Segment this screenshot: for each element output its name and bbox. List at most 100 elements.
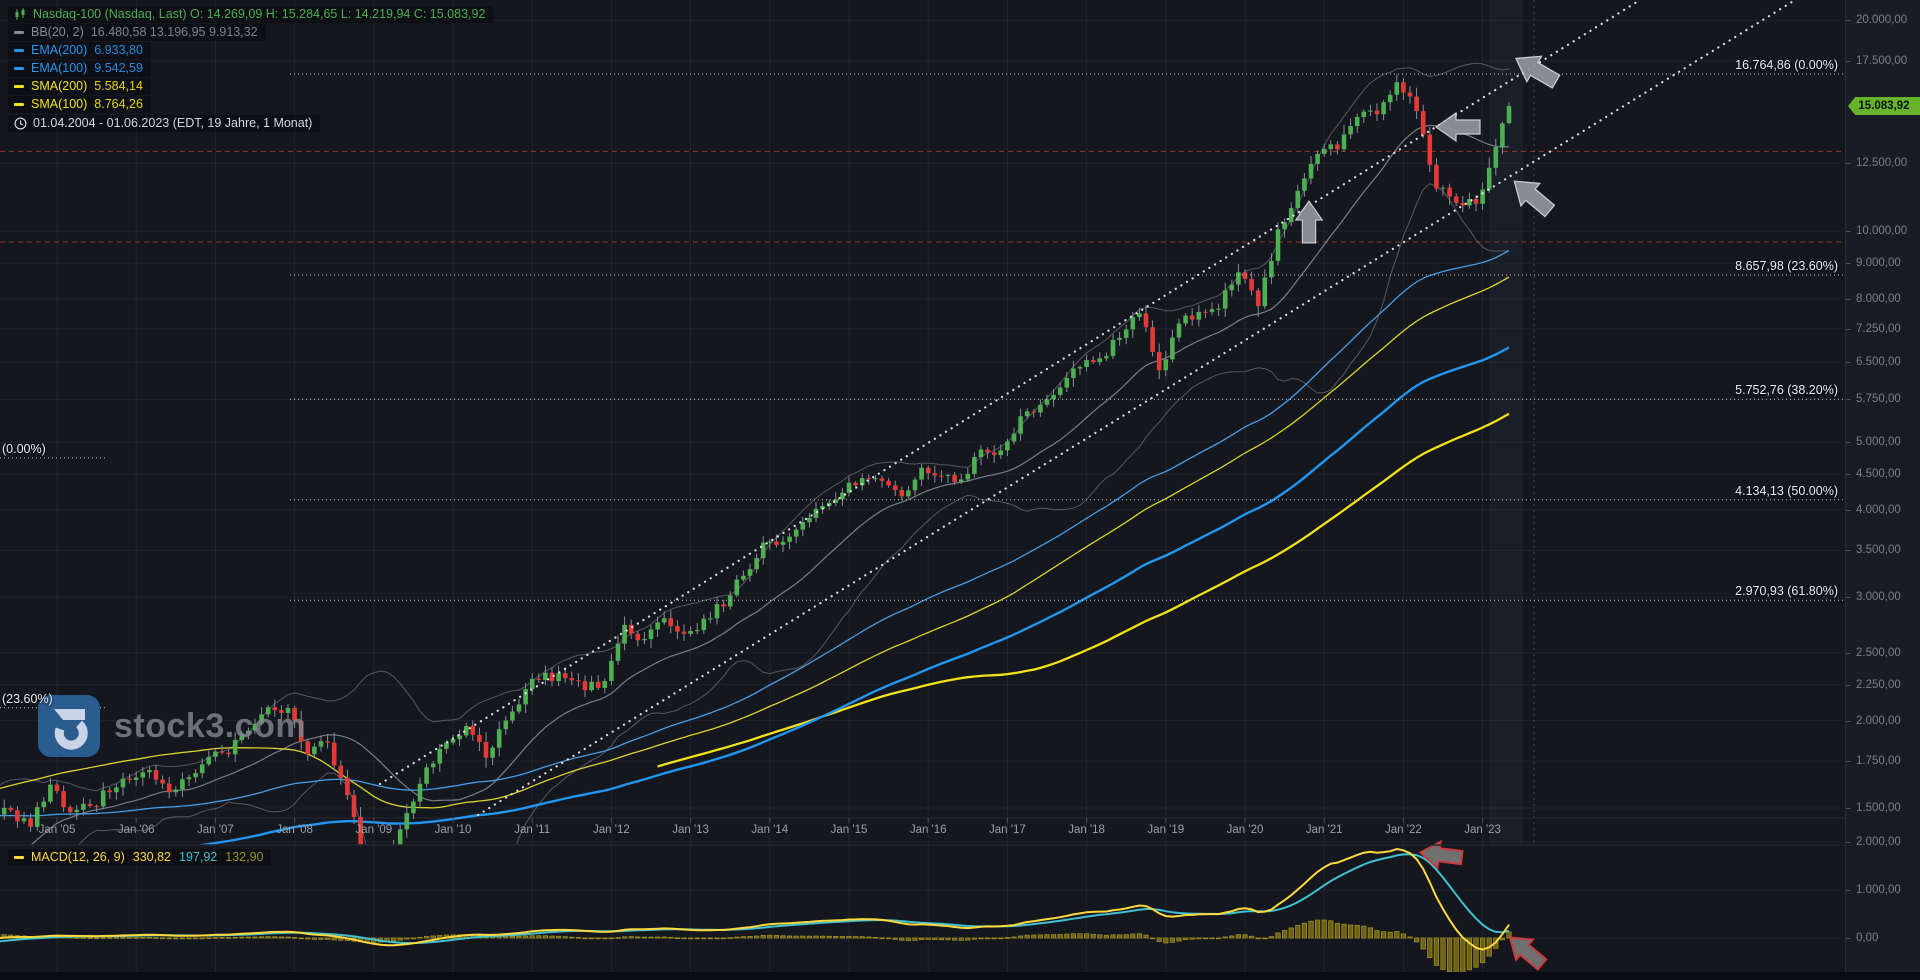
chart-arrow-icon (1513, 180, 1556, 218)
axis-tick (1846, 20, 1851, 21)
legend-swatch-icon (14, 84, 24, 88)
legend-row-bb[interactable]: BB(20, 2) 16.480,58 13.196,95 9.913,32 (8, 24, 266, 41)
legend-swatch-icon (14, 30, 24, 34)
price-axis[interactable]: 15.083,92 20.000,00 17.500,00 12.500,00 10.… (1845, 0, 1920, 980)
time-axis-label: Jan '11 (514, 824, 551, 836)
legend-values: 8.764,26 (94, 97, 143, 111)
legend-label: SMA(100) (31, 97, 88, 111)
time-axis-label: Jan '13 (672, 824, 709, 836)
price-axis-label: 1.000,00 (1856, 883, 1901, 896)
candlestick-icon (15, 7, 25, 20)
axis-tick (1846, 721, 1851, 722)
time-axis-label: Jan '23 (1464, 824, 1501, 836)
macd-label: MACD(12, 26, 9) (31, 850, 125, 864)
axis-tick (1846, 329, 1851, 330)
legend-label: SMA(200) (31, 79, 88, 93)
macd-arrow-icon (1418, 839, 1464, 870)
price-axis-label: 10.000,00 (1856, 224, 1908, 237)
time-axis-label: Jan '18 (1068, 824, 1105, 836)
axis-tick (1846, 474, 1851, 475)
candlestick-series[interactable] (0, 74, 1512, 882)
price-axis-label: 1.750,00 (1856, 754, 1901, 767)
time-axis-label: Jan '15 (830, 824, 868, 836)
axis-tick (1846, 808, 1851, 809)
macd-signal-value: 197,92 (179, 850, 218, 864)
price-axis-label: 3.500,00 (1856, 543, 1901, 556)
time-axis-label: Jan '09 (355, 824, 393, 836)
date-range-row[interactable]: 01.04.2004 - 01.06.2023 (EDT, 19 Jahre, … (8, 115, 321, 132)
legend-swatch-icon (14, 48, 24, 52)
fib-level-label: 2.970,93 (61.80%) (1735, 584, 1838, 599)
legend-row-sma100[interactable]: SMA(100) 8.764,26 (8, 96, 151, 113)
fib-level-label: (0.00%) (2, 441, 46, 456)
fib-level-label: 5.752,76 (38.20%) (1735, 383, 1838, 398)
price-axis-label: 2.250,00 (1856, 678, 1901, 691)
price-axis-label: 2.000,00 (1856, 714, 1901, 727)
time-axis-label: Jan '07 (197, 824, 234, 836)
price-axis-label: 2.500,00 (1856, 646, 1901, 659)
axis-tick (1846, 231, 1851, 232)
chart-arrow-icon (1434, 111, 1481, 143)
price-axis-label: 9.000,00 (1856, 256, 1901, 269)
legend-label: EMA(200) (31, 43, 88, 57)
arrow-annotations[interactable] (1294, 46, 1564, 975)
price-axis-label: 3.000,00 (1856, 590, 1901, 603)
last-price-badge: 15.083,92 (1848, 97, 1920, 115)
trend-channel[interactable] (378, 0, 1808, 817)
legend-row-ema100[interactable]: EMA(100) 9.542,59 (8, 60, 151, 77)
legend-row-sma200[interactable]: SMA(200) 5.584,14 (8, 78, 151, 95)
legend-row-ema200[interactable]: EMA(200) 6.933,80 (8, 42, 151, 59)
axis-tick (1846, 263, 1851, 264)
legend-values: 5.584,14 (94, 79, 143, 93)
axis-tick (1846, 653, 1851, 654)
macd-value: 330,82 (132, 850, 172, 864)
macd-hist-value: 132,90 (225, 850, 264, 864)
legend-swatch-icon (14, 102, 24, 106)
axis-tick (1846, 510, 1851, 511)
axis-tick (1846, 685, 1851, 686)
price-axis-label: 1.500,00 (1856, 801, 1901, 814)
axis-tick (1846, 61, 1851, 62)
fib-level-label: 8.657,98 (23.60%) (1735, 258, 1838, 273)
macd-legend[interactable]: MACD(12, 26, 9) 330,82 197,92 132,90 (8, 849, 272, 866)
legend-values: 16.480,58 13.196,95 9.913,32 (90, 25, 258, 39)
price-axis-label: 5.750,00 (1856, 392, 1901, 405)
bottom-strip (0, 972, 1920, 980)
fib-retracement[interactable] (0, 73, 1845, 709)
axis-tick (1846, 299, 1851, 300)
price-axis-label: 17.500,00 (1856, 54, 1908, 67)
axis-tick (1846, 399, 1851, 400)
chart-arrow-icon (1294, 200, 1324, 244)
price-axis-label: 7.250,00 (1856, 322, 1901, 335)
clock-icon (14, 116, 27, 130)
time-axis-label: Jan '19 (1147, 824, 1185, 836)
date-range-text: 01.04.2004 - 01.06.2023 (EDT, 19 Jahre, … (33, 116, 313, 130)
axis-tick (1846, 362, 1851, 363)
time-axis-label: Jan '14 (751, 824, 789, 836)
legend-values: 9.542,59 (94, 61, 143, 75)
time-axis-label: Jan '05 (38, 824, 76, 836)
price-axis-label: 0,00 (1856, 931, 1879, 944)
price-axis-label: 8.000,00 (1856, 292, 1901, 305)
price-axis-label: 5.000,00 (1856, 435, 1901, 448)
legend-values: 6.933,80 (94, 43, 143, 57)
time-axis-label: Jan '21 (1305, 824, 1343, 836)
axis-tick (1846, 163, 1851, 164)
fib-level-label: 16.764,86 (0.00%) (1735, 58, 1838, 72)
stock3-logo-icon (38, 695, 100, 757)
legend-symbol-row[interactable]: Nasdaq-100 (Nasdaq, Last) O: 14.269,09 H… (8, 6, 494, 23)
price-axis-label: 4.500,00 (1856, 467, 1901, 480)
indicator-lines[interactable] (0, 62, 1510, 980)
price-axis-label: 2.000,00 (1856, 835, 1901, 848)
time-axis-label: Jan '20 (1226, 824, 1264, 836)
macd-swatch-icon (14, 855, 24, 859)
legend-label: BB(20, 2) (31, 25, 84, 39)
price-axis-label: 12.500,00 (1856, 156, 1908, 169)
macd-panel[interactable] (0, 847, 1517, 973)
axis-tick (1846, 550, 1851, 551)
alert-lines[interactable] (0, 150, 1845, 243)
macd-arrow-icon (1508, 936, 1548, 971)
time-axis-label: Jan '22 (1385, 824, 1422, 836)
